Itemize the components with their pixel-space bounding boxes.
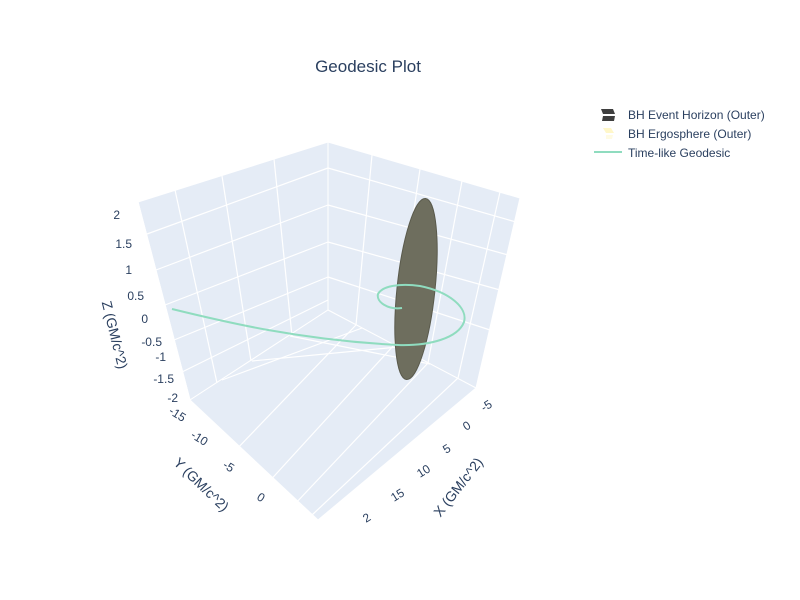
y-tick: -10 xyxy=(188,428,210,449)
x-tick: 10 xyxy=(414,461,433,480)
z-tick: -1 xyxy=(155,350,166,364)
scene-background xyxy=(137,141,521,521)
y-axis-title: Y (GM/c^2) xyxy=(171,454,233,514)
legend-label: BH Event Horizon (Outer) xyxy=(628,108,765,122)
x-tick: 15 xyxy=(388,485,407,504)
geodesic-line-front[interactable] xyxy=(171,283,466,347)
chart-title: Geodesic Plot xyxy=(315,57,421,76)
x-tick: 0 xyxy=(460,418,473,434)
legend-item-ergosphere[interactable]: BH Ergosphere (Outer) xyxy=(603,127,751,141)
z-tick: -2 xyxy=(167,391,178,405)
legend-item-event-horizon[interactable]: BH Event Horizon (Outer) xyxy=(601,108,765,122)
z-axis-title: Z (GM/c^2) xyxy=(99,299,131,370)
surface-swatch-icon xyxy=(601,109,615,121)
y-tick: -5 xyxy=(220,458,237,476)
grid-floor xyxy=(221,324,459,516)
z-tick: -0.5 xyxy=(141,335,162,349)
z-tick: 1 xyxy=(125,263,132,277)
legend-item-geodesic[interactable]: Time-like Geodesic xyxy=(594,146,730,160)
z-tick: 2 xyxy=(113,208,120,222)
z-tick: 0 xyxy=(141,312,148,326)
legend-label: BH Ergosphere (Outer) xyxy=(628,127,751,141)
z-axis-ticks: 2 1.5 1 0.5 0 -0.5 -1 -1.5 -2 xyxy=(113,208,178,405)
grid-left-wall xyxy=(137,158,329,401)
legend: BH Event Horizon (Outer) BH Ergosphere (… xyxy=(594,108,765,160)
legend-label: Time-like Geodesic xyxy=(628,146,730,160)
z-tick: 1.5 xyxy=(115,237,132,251)
y-tick: 0 xyxy=(254,490,267,506)
z-tick: -1.5 xyxy=(153,372,174,386)
x-tick: 2 xyxy=(360,510,373,526)
x-tick: 5 xyxy=(440,441,453,457)
x-axis-title: X (GM/c^2) xyxy=(430,454,486,519)
y-tick: -15 xyxy=(166,404,188,425)
surface-swatch-icon xyxy=(603,128,614,139)
z-tick: 0.5 xyxy=(127,289,144,303)
x-tick: -5 xyxy=(478,397,495,415)
